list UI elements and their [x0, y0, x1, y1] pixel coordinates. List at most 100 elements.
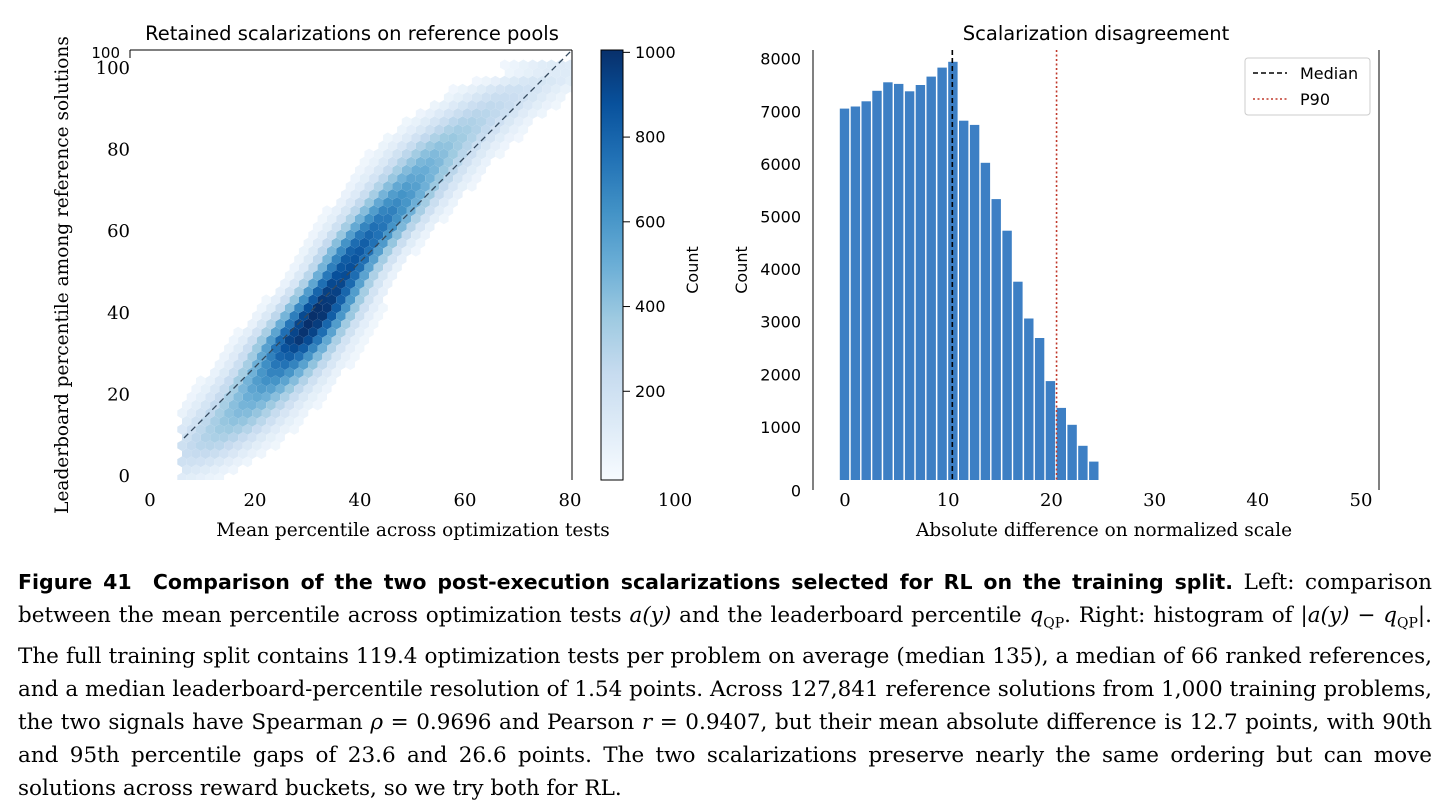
hex-cell: [210, 415, 220, 427]
hex-cell: [476, 164, 486, 176]
hex-cell: [397, 237, 407, 249]
hex-cell: [280, 343, 290, 354]
hex-cell: [261, 326, 271, 338]
hex-cell: [186, 407, 196, 419]
hex-cell: [467, 100, 477, 111]
caption-text: = 0.9407, but their mean absolute differ…: [18, 710, 1432, 802]
colorbar-gradient: [600, 49, 624, 481]
hex-cell: [528, 75, 538, 87]
hex-cell: [411, 245, 421, 257]
hex-cell: [303, 253, 313, 265]
hex-cell: [406, 124, 416, 136]
hex-cell: [331, 367, 341, 379]
hex-cell: [266, 351, 276, 362]
hex-cell: [350, 172, 360, 184]
legend-p90-label: P90: [1300, 90, 1330, 109]
hex-cell: [219, 415, 229, 427]
colorbar-tick-label: 800: [635, 128, 666, 147]
left-y-tick-label: 40: [107, 303, 130, 324]
hex-cell: [420, 116, 430, 127]
hex-cell: [514, 132, 524, 144]
hex-cell: [490, 75, 500, 87]
hex-cell: [387, 189, 398, 200]
hex-cell: [275, 286, 285, 298]
hex-cell: [196, 407, 206, 419]
hex-cell: [312, 286, 323, 298]
hex-cell: [298, 359, 309, 370]
hex-cell: [355, 245, 365, 257]
hex-cell: [308, 262, 318, 273]
left-y-tick-label: 100: [96, 58, 130, 79]
hex-cell: [542, 100, 552, 111]
hex-cell: [387, 270, 398, 281]
hex-cell: [504, 132, 514, 144]
math-a-of-y: a(y): [1307, 603, 1350, 628]
hex-cell: [196, 391, 206, 403]
hex-cell: [397, 253, 407, 265]
hex-cell: [448, 132, 458, 144]
hex-cell: [341, 253, 351, 265]
right-y-tick-label: 3000: [760, 313, 801, 332]
hex-cell: [355, 229, 365, 241]
hex-cell: [308, 294, 318, 306]
hex-cell: [425, 221, 435, 233]
hex-cell: [336, 213, 346, 225]
hex-cell: [369, 286, 379, 298]
right-y-tick-label: 0: [791, 482, 801, 501]
hex-cell: [443, 189, 454, 200]
hex-cell: [537, 108, 547, 119]
hex-cell: [214, 359, 225, 370]
hex-cell: [317, 343, 327, 354]
histogram-bar: [1078, 445, 1088, 480]
hex-cell: [341, 302, 351, 314]
hex-cell: [359, 318, 370, 330]
hex-cell: [523, 116, 533, 127]
hex-cell: [471, 124, 482, 136]
hex-cell: [486, 116, 496, 127]
left-xlabel: Mean percentile across optimization test…: [216, 520, 610, 541]
hex-cell: [490, 108, 500, 119]
hex-cell: [397, 172, 407, 184]
hex-cell: [242, 424, 253, 435]
hex-cell: [270, 375, 281, 387]
hex-cell: [528, 91, 538, 103]
hex-cell: [182, 432, 192, 443]
hex-cell: [411, 181, 421, 192]
hex-cell: [298, 245, 309, 257]
hex-cell: [383, 148, 393, 160]
hex-cell: [298, 407, 309, 419]
hex-cell: [364, 213, 374, 225]
hex-cell: [303, 237, 313, 249]
hex-cell: [331, 351, 341, 362]
hex-cell: [453, 124, 463, 136]
hex-cell: [275, 367, 285, 379]
hex-cell: [289, 375, 299, 387]
hex-cell: [415, 108, 426, 119]
hex-cell: [275, 399, 285, 411]
hex-cell: [514, 83, 524, 95]
hex-cell: [518, 59, 529, 71]
hex-cell: [420, 197, 430, 208]
hex-cell: [509, 91, 519, 103]
histogram-bar: [991, 199, 1001, 480]
hex-cell: [214, 375, 225, 387]
hex-cell: [242, 456, 253, 468]
hex-cell: [312, 334, 323, 346]
hex-cell: [224, 456, 234, 468]
hex-cell: [256, 334, 267, 346]
hex-cell: [219, 432, 229, 443]
hex-cell: [373, 213, 384, 225]
hex-cell: [383, 197, 393, 208]
hex-cell: [406, 172, 416, 184]
hex-cell: [298, 310, 309, 322]
hex-cell: [490, 124, 500, 136]
hex-cell: [359, 221, 370, 233]
hex-cell: [420, 148, 430, 160]
hex-cell: [270, 310, 281, 322]
hex-cell: [224, 375, 234, 387]
hex-cell: [439, 132, 449, 144]
hex-cell: [256, 383, 267, 395]
hex-cell: [453, 156, 463, 168]
hex-cell: [317, 326, 327, 338]
hex-cell: [448, 148, 458, 160]
